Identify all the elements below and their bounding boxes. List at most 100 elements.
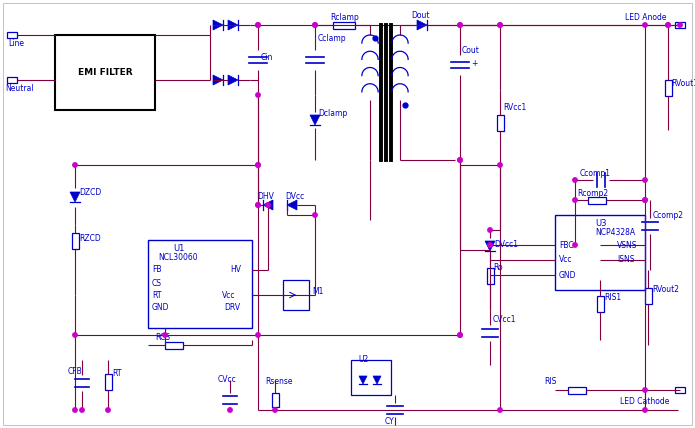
Circle shape — [256, 93, 260, 97]
Circle shape — [573, 198, 578, 202]
Circle shape — [643, 198, 647, 202]
Bar — [664, 80, 671, 96]
Text: Vcc: Vcc — [559, 256, 573, 265]
Bar — [72, 233, 79, 249]
Circle shape — [488, 228, 492, 232]
Text: FB: FB — [152, 265, 161, 274]
Text: VSNS: VSNS — [617, 241, 637, 250]
Text: ISNS: ISNS — [617, 256, 635, 265]
Circle shape — [498, 23, 502, 27]
Polygon shape — [310, 115, 320, 125]
Text: NCL30060: NCL30060 — [158, 253, 197, 262]
Text: RT: RT — [112, 369, 122, 377]
Text: +: + — [471, 59, 477, 68]
Text: LED Anode: LED Anode — [625, 12, 667, 21]
Polygon shape — [263, 200, 273, 210]
Bar — [7, 32, 17, 38]
Bar — [165, 342, 183, 348]
Bar — [104, 374, 111, 390]
Text: EMI FILTER: EMI FILTER — [78, 68, 132, 77]
Circle shape — [256, 163, 260, 167]
Circle shape — [313, 23, 317, 27]
Text: LED Cathode: LED Cathode — [620, 398, 669, 407]
Circle shape — [313, 213, 317, 217]
Circle shape — [256, 203, 260, 207]
Bar — [7, 77, 17, 83]
Bar — [496, 115, 503, 131]
Text: Neutral: Neutral — [5, 83, 33, 92]
Text: M1: M1 — [312, 288, 323, 297]
Bar — [351, 360, 391, 395]
Text: RCS: RCS — [155, 333, 170, 342]
Polygon shape — [213, 20, 223, 30]
Circle shape — [573, 178, 578, 182]
Circle shape — [458, 158, 462, 162]
Text: Cclamp: Cclamp — [318, 33, 347, 42]
Text: Dclamp: Dclamp — [318, 109, 348, 118]
Circle shape — [458, 23, 462, 27]
Bar — [644, 288, 651, 304]
Text: DVcc: DVcc — [285, 191, 304, 200]
Bar — [148, 240, 252, 328]
Circle shape — [256, 23, 260, 27]
Polygon shape — [70, 192, 80, 202]
Circle shape — [458, 333, 462, 337]
Text: Ccomp2: Ccomp2 — [653, 211, 684, 220]
Circle shape — [256, 163, 260, 167]
Circle shape — [163, 333, 167, 337]
Circle shape — [256, 23, 260, 27]
Circle shape — [643, 178, 647, 182]
Bar — [283, 280, 309, 310]
Circle shape — [273, 408, 277, 412]
Bar — [588, 196, 606, 203]
Text: Ro: Ro — [493, 264, 502, 273]
Text: DHV: DHV — [257, 191, 274, 200]
Text: GND: GND — [559, 270, 576, 279]
Text: NCP4328A: NCP4328A — [595, 228, 635, 237]
Circle shape — [643, 198, 647, 202]
Circle shape — [265, 203, 270, 207]
Bar — [675, 22, 685, 28]
Text: CFB: CFB — [68, 366, 83, 375]
Text: CY: CY — [385, 417, 395, 426]
Circle shape — [498, 23, 502, 27]
Text: CVcc1: CVcc1 — [493, 315, 516, 324]
Text: U3: U3 — [595, 219, 607, 228]
Polygon shape — [228, 20, 238, 30]
Text: Vcc: Vcc — [222, 291, 236, 300]
Text: DVcc1: DVcc1 — [494, 240, 518, 249]
Circle shape — [458, 23, 462, 27]
Circle shape — [73, 333, 77, 337]
Circle shape — [73, 163, 77, 167]
Text: RVout1: RVout1 — [671, 78, 695, 87]
Text: CVcc: CVcc — [218, 375, 237, 384]
Text: GND: GND — [152, 303, 170, 312]
Text: Line: Line — [8, 39, 24, 48]
Circle shape — [573, 243, 578, 247]
Text: RVout2: RVout2 — [652, 285, 679, 294]
Circle shape — [643, 23, 647, 27]
Text: CS: CS — [152, 279, 162, 288]
Circle shape — [313, 23, 317, 27]
Circle shape — [106, 408, 111, 412]
Text: U1: U1 — [173, 244, 184, 253]
Text: Cout: Cout — [462, 45, 480, 54]
Text: DZCD: DZCD — [79, 187, 101, 196]
Polygon shape — [228, 75, 238, 85]
Text: RT: RT — [152, 291, 161, 300]
Text: Cin: Cin — [261, 53, 273, 62]
Text: Dout: Dout — [411, 11, 430, 20]
Bar — [555, 215, 645, 290]
Polygon shape — [485, 241, 495, 251]
Circle shape — [228, 408, 232, 412]
Polygon shape — [417, 20, 427, 30]
Circle shape — [498, 163, 502, 167]
Circle shape — [256, 203, 260, 207]
Text: Ccomp1: Ccomp1 — [580, 169, 611, 178]
Text: RIS: RIS — [544, 377, 557, 386]
Text: HV: HV — [230, 265, 241, 274]
Bar — [596, 296, 603, 312]
Circle shape — [643, 388, 647, 392]
Text: Rsense: Rsense — [265, 377, 293, 386]
Text: Rclamp: Rclamp — [330, 12, 359, 21]
